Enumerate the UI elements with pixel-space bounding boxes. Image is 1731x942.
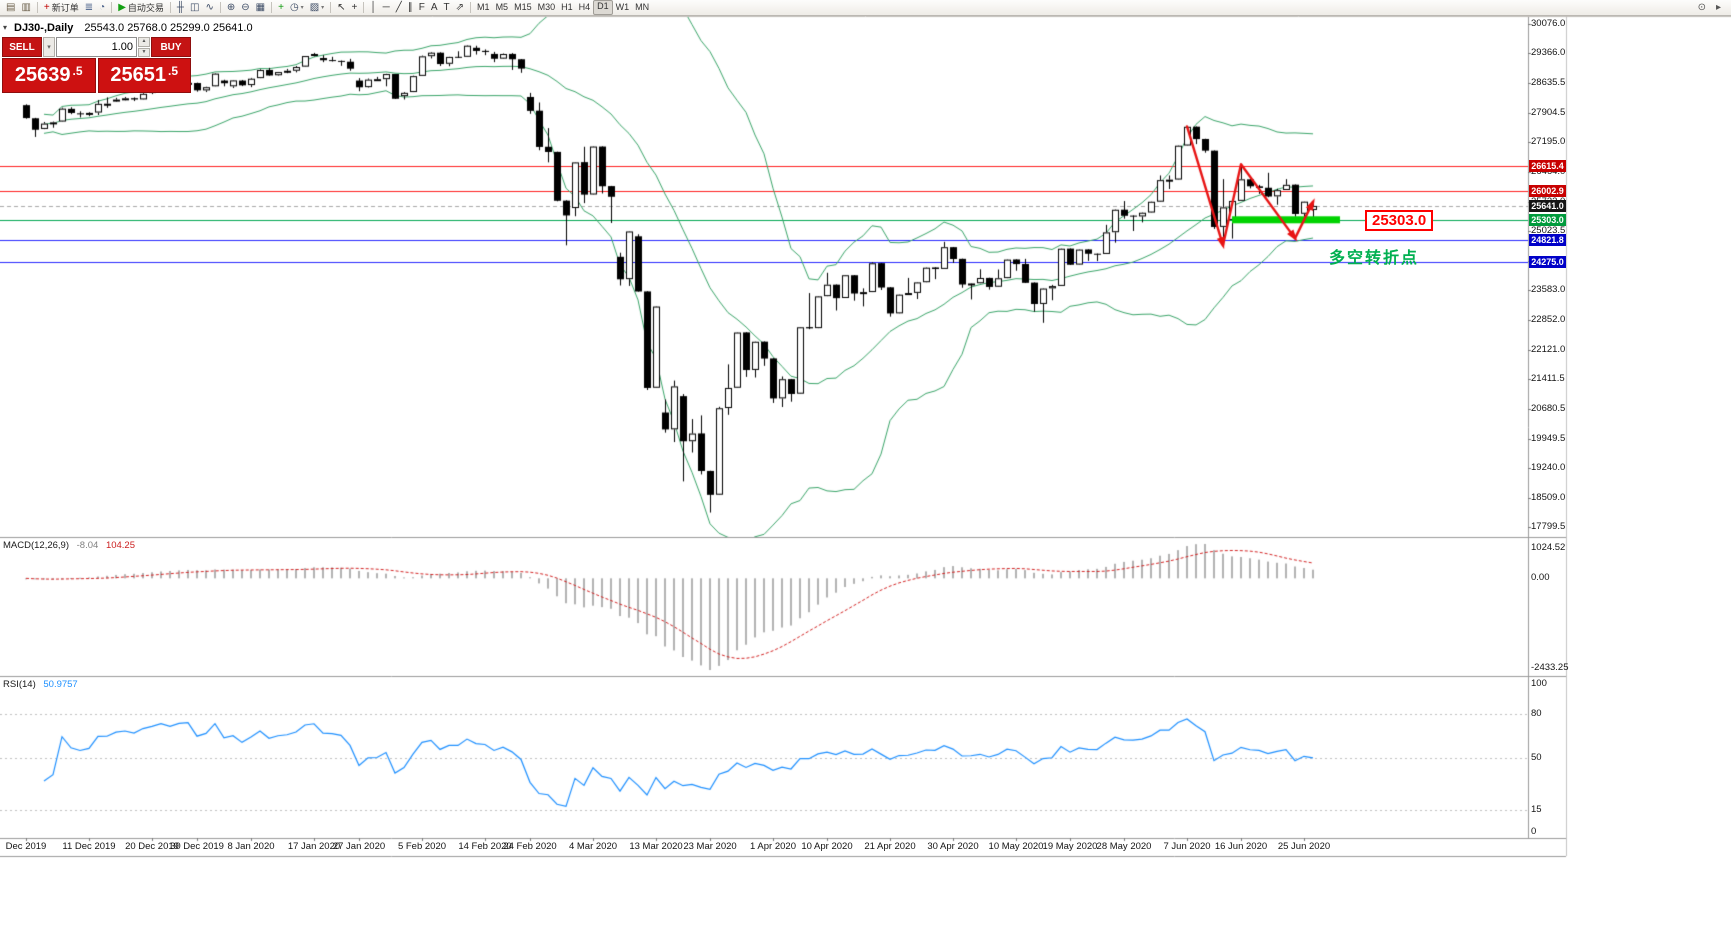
- market-depth-icon[interactable]: ≣: [82, 1, 96, 15]
- cursor-icon[interactable]: ↖: [334, 1, 348, 15]
- zoom-in-icon[interactable]: ⊕: [224, 1, 238, 15]
- timeframe-button-mn[interactable]: MN: [635, 2, 650, 12]
- vertical-line-icon-glyph: │: [370, 1, 377, 13]
- timeframe-button-m1[interactable]: M1: [477, 2, 490, 12]
- trendline-icon-glyph: ╱: [395, 1, 402, 13]
- indicators-icon-glyph: +: [278, 1, 284, 13]
- timeframe-button-d1[interactable]: D1: [593, 0, 613, 15]
- toolbar-separator: [169, 2, 171, 13]
- toolbar-left-group: ▤ ▥ + 新订单 ≣ ◔ ▶ 自动交易 ╫ ◫ ∿ ⊕ ⊖ ▦ + ◷ ▾ ▨ ▾ ↖ + │ ─ ╱ ∥ F A T ⇗: [3, 0, 474, 16]
- fibonacci-icon-glyph: F: [418, 1, 425, 13]
- chevron-down-icon: ▾: [300, 5, 304, 11]
- autotrade-button-glyph: ▶: [118, 1, 126, 13]
- zoom-in-icon-glyph: ⊕: [226, 1, 236, 13]
- autotrade-button[interactable]: ▶ 自动交易: [115, 1, 167, 15]
- label-icon-glyph: T: [443, 1, 450, 13]
- new-order-button[interactable]: + 新订单: [41, 1, 82, 15]
- bar-chart-icon-glyph: ╫: [176, 1, 185, 13]
- tile-windows-icon[interactable]: ▦: [253, 1, 268, 15]
- autotrade-button-label: 自动交易: [127, 3, 164, 13]
- main-toolbar: ▤ ▥ + 新订单 ≣ ◔ ▶ 自动交易 ╫ ◫ ∿ ⊕ ⊖ ▦ + ◷ ▾ ▨ ▾ ↖ + │ ─ ╱ ∥ F A T ⇗ M1 M5 M…: [0, 0, 1731, 16]
- timeframe-button-m15[interactable]: M15: [514, 2, 532, 12]
- periods-icon-glyph: ◷: [289, 1, 299, 13]
- toolbar-separator: [271, 2, 273, 13]
- timeframe-toolbar: M1 M5 M15 M30 H1 H4 D1 W1 MN: [474, 0, 652, 16]
- periods-icon[interactable]: ◷ ▾: [287, 1, 307, 15]
- horizontal-line-icon[interactable]: ─: [380, 1, 393, 15]
- arrow-tool-icon[interactable]: ⇗: [453, 1, 467, 15]
- chart-profiles-icon-glyph: ▥: [21, 1, 31, 13]
- alerts-icon[interactable]: ◔: [96, 1, 108, 15]
- cursor-icon-glyph: ↖: [337, 1, 346, 13]
- search-icon[interactable]: ⊙: [1697, 2, 1706, 13]
- trendline-icon[interactable]: ╱: [393, 1, 405, 15]
- new-chart-icon[interactable]: ▤: [3, 1, 18, 15]
- chart-profiles-icon[interactable]: ▥: [18, 1, 33, 15]
- line-chart-icon[interactable]: ∿: [202, 1, 216, 15]
- toolbar-separator: [111, 2, 113, 13]
- timeframe-button-h1[interactable]: H1: [561, 2, 573, 12]
- timeframe-button-h4[interactable]: H4: [578, 2, 591, 12]
- text-icon[interactable]: A: [428, 1, 441, 15]
- timeframe-button-w1[interactable]: W1: [615, 2, 630, 12]
- chevron-down-icon: ▾: [321, 5, 325, 11]
- market-depth-icon-glyph: ≣: [84, 1, 94, 13]
- channel-icon[interactable]: ∥: [405, 1, 416, 15]
- templates-icon[interactable]: ▨ ▾: [307, 1, 327, 15]
- new-chart-icon-glyph: ▤: [6, 1, 16, 13]
- indicators-icon[interactable]: +: [275, 1, 287, 15]
- tile-windows-icon-glyph: ▦: [255, 1, 266, 13]
- timeframe-button-m5[interactable]: M5: [495, 2, 509, 12]
- horizontal-line-icon-glyph: ─: [382, 1, 390, 13]
- toolbar-right-group: ⊙ ▸: [1695, 1, 1728, 15]
- line-chart-icon-glyph: ∿: [205, 1, 214, 13]
- fibonacci-icon[interactable]: F: [416, 1, 428, 15]
- zoom-out-icon-glyph: ⊖: [241, 1, 250, 13]
- arrow-tool-icon-glyph: ⇗: [455, 1, 465, 13]
- crosshair-icon-glyph: +: [351, 1, 358, 13]
- templates-icon-glyph: ▨: [309, 1, 320, 13]
- toolbar-separator: [330, 2, 332, 13]
- crosshair-icon[interactable]: +: [349, 1, 361, 15]
- new-order-button-glyph: +: [43, 1, 50, 13]
- new-order-button-label: 新订单: [51, 3, 79, 13]
- alerts-icon-glyph: ◔: [99, 1, 106, 13]
- text-icon-glyph: A: [430, 1, 438, 13]
- channel-icon-glyph: ∥: [407, 1, 413, 13]
- quick-nav-icon[interactable]: ▸: [1715, 2, 1721, 13]
- candlestick-chart-icon-glyph: ◫: [190, 1, 200, 13]
- label-icon[interactable]: T: [441, 1, 453, 15]
- zoom-out-icon[interactable]: ⊖: [238, 1, 252, 15]
- toolbar-separator: [219, 2, 221, 13]
- toolbar-separator: [470, 2, 472, 13]
- timeframe-button-m30[interactable]: M30: [537, 2, 556, 12]
- toolbar-separator: [363, 2, 365, 13]
- vertical-line-icon[interactable]: │: [367, 1, 379, 15]
- candlestick-chart-icon[interactable]: ◫: [187, 1, 202, 15]
- bar-chart-icon[interactable]: ╫: [174, 1, 187, 15]
- toolbar-separator: [36, 2, 38, 13]
